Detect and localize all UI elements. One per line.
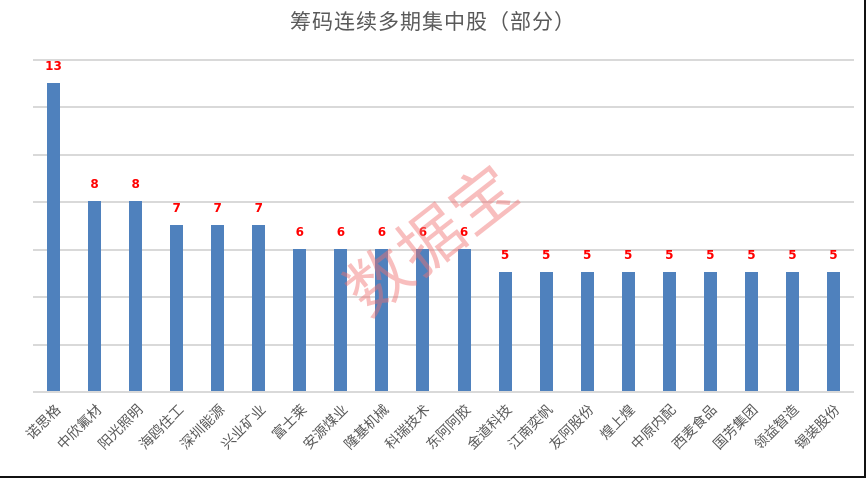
bar — [498, 272, 512, 391]
x-tick-label: 隆基机械 — [341, 402, 393, 453]
data-label: 6 — [459, 224, 469, 239]
bar — [703, 272, 717, 391]
gridline — [33, 343, 854, 346]
gridline — [33, 248, 854, 251]
bar — [539, 272, 553, 391]
data-label: 6 — [295, 224, 304, 239]
data-label: 6 — [377, 224, 387, 239]
bar — [785, 272, 799, 391]
data-label: 5 — [829, 248, 838, 263]
bar — [293, 248, 307, 391]
data-label: 5 — [500, 248, 510, 263]
bar — [88, 201, 102, 391]
x-tick-label: 阳光照明 — [95, 402, 146, 453]
gridline — [33, 201, 854, 204]
data-label: 8 — [131, 177, 140, 192]
bar — [621, 272, 635, 391]
bar — [580, 272, 594, 391]
bar — [662, 272, 676, 391]
gridline — [33, 296, 854, 299]
x-tick-label: 海鸥住工 — [136, 402, 188, 453]
bar — [457, 248, 471, 391]
x-tick-label: 科瑞技术 — [382, 402, 434, 453]
bar — [129, 201, 143, 391]
data-label: 5 — [788, 248, 797, 263]
x-tick-label: 兴业矿业 — [218, 402, 270, 453]
data-label: 5 — [665, 248, 674, 263]
bar — [375, 248, 389, 391]
data-label: 5 — [541, 248, 551, 263]
x-tick-label: 友阿股份 — [546, 402, 598, 453]
bar — [334, 248, 348, 391]
data-label: 6 — [336, 224, 346, 239]
x-tick-label: 东阿阿胶 — [423, 402, 475, 453]
chart-title: 筹码连续多期集中股（部分） — [290, 10, 576, 34]
bar — [826, 272, 840, 391]
x-tick-label: 金道科技 — [464, 402, 516, 453]
x-tick-label: 安源煤业 — [300, 402, 352, 453]
x-tick-label: 深圳能源 — [177, 402, 229, 453]
data-label: 7 — [213, 201, 222, 215]
x-tick-label: 锡装股份 — [792, 402, 844, 453]
bar — [416, 248, 430, 391]
gridline — [33, 106, 854, 109]
data-label: 8 — [90, 177, 99, 192]
bar — [744, 272, 758, 391]
data-label: 5 — [747, 248, 756, 263]
bar — [252, 225, 266, 391]
bar — [47, 82, 61, 391]
x-tick-label: 江南奕帆 — [505, 402, 557, 453]
data-label: 7 — [172, 201, 181, 215]
data-label: 5 — [706, 248, 715, 263]
data-label: 5 — [624, 248, 633, 263]
x-tick-label: 西麦食品 — [669, 402, 721, 453]
data-label: 6 — [418, 224, 428, 239]
gridline — [33, 153, 854, 156]
gridline — [33, 59, 854, 61]
data-label: 13 — [45, 58, 62, 73]
bar — [170, 225, 184, 391]
x-axis-line — [33, 391, 854, 393]
data-label: 5 — [582, 248, 592, 263]
x-tick-label: 国芳集团 — [710, 402, 762, 453]
data-label: 7 — [254, 201, 263, 215]
bar — [211, 225, 225, 391]
x-tick-label: 中原内配 — [628, 402, 680, 453]
